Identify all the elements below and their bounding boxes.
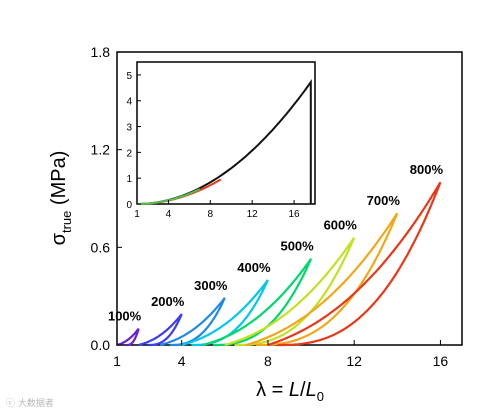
series-500pct: 500% [202,239,314,347]
inset-x-tick-label: 12 [247,209,259,220]
inset-x-tick-label: 4 [166,209,172,220]
x-axis-title: λ = L/L0 [256,379,324,404]
y-tick-label: 0.6 [91,239,111,255]
series-200pct: 200% [138,294,185,347]
series-100pct: 100% [108,309,142,347]
series-700pct: 700% [246,193,401,347]
inset-y-tick-label: 2 [126,148,132,159]
watermark: ⓒ 大数据者 [6,399,54,409]
main-ticks-group: 1 4 8 12 160.00.61.21.8 [91,44,449,369]
curve [116,327,140,347]
inset-y-tick-label: 1 [126,174,132,185]
curve-label: 600% [324,218,358,233]
main-series-group: 100% 200% 300% 400% 500% 600% 700% 800% [108,162,444,347]
curve [202,258,313,347]
y-axis-title: σtrue (MPa) [48,151,74,246]
x-tick-label: 8 [264,353,272,369]
inset-y-tick-label: 0 [126,200,132,211]
curve-label: 300% [194,278,228,293]
y-tick-label: 0.0 [91,337,111,353]
inset-x-tick-label: 16 [288,209,300,220]
svg-text:λ = L/L0: λ = L/L0 [256,379,324,404]
curve-label: 200% [151,294,185,309]
curve [224,236,356,347]
inset-y-tick-label: 4 [126,97,132,108]
svg-text:σtrue (MPa): σtrue (MPa) [48,151,74,246]
series-800pct: 800% [267,162,444,347]
curve-label: 400% [237,260,271,275]
x-tick-label: 4 [178,353,186,369]
curve-label: 700% [367,193,401,208]
curve [246,212,399,347]
inset-y-tick-label: 3 [126,123,132,134]
inset-x-tick-label: 1 [134,209,140,220]
x-tick-label: 12 [346,353,362,369]
curve-label: 100% [108,309,142,324]
curve-label: 500% [280,239,314,254]
curve-label: 800% [410,162,444,177]
inset-plot-frame [136,61,316,205]
curve [267,181,442,347]
x-tick-label: 16 [433,353,449,369]
x-tick-label: 1 [113,353,121,369]
y-tick-label: 1.8 [91,44,111,60]
curve [138,313,183,347]
y-tick-label: 1.2 [91,142,111,158]
series-600pct: 600% [224,218,358,347]
inset-y-tick-label: 5 [126,71,132,82]
inset-x-tick-label: 8 [208,209,214,220]
